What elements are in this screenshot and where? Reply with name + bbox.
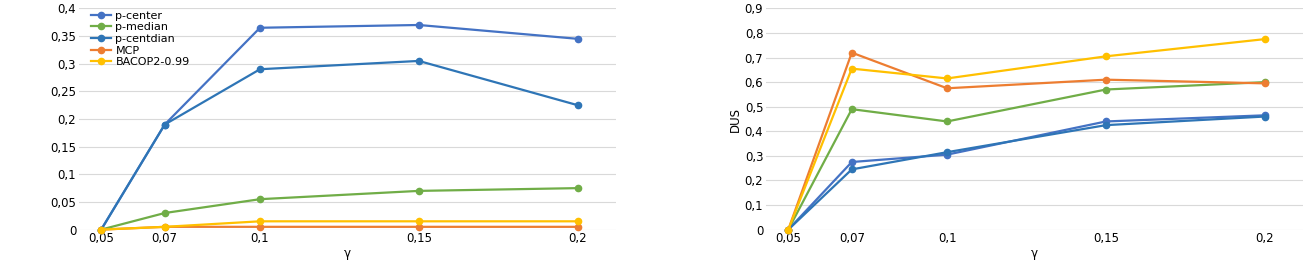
MCP <box>93 228 109 231</box>
p-median <box>1098 88 1113 91</box>
MCP <box>844 51 859 54</box>
p-median <box>940 120 955 123</box>
MCP <box>940 87 955 90</box>
Line: p-centdian: p-centdian <box>786 113 1267 233</box>
MCP <box>780 228 796 231</box>
Line: p-center: p-center <box>786 112 1267 233</box>
p-centdian <box>411 59 426 63</box>
Line: p-median: p-median <box>786 79 1267 233</box>
Line: MCP: MCP <box>99 224 580 233</box>
p-centdian <box>940 151 955 154</box>
p-centdian <box>1098 123 1113 127</box>
p-centdian <box>570 104 586 107</box>
p-median <box>844 108 859 111</box>
MCP <box>157 225 172 228</box>
p-centdian <box>844 168 859 171</box>
p-center <box>570 37 586 41</box>
Line: p-median: p-median <box>99 185 580 233</box>
p-center <box>157 123 172 126</box>
p-centdian <box>1257 115 1273 118</box>
Line: BACOP2-0.99: BACOP2-0.99 <box>99 218 580 233</box>
BACOP2-0.99 <box>780 228 796 231</box>
Line: p-center: p-center <box>99 22 580 233</box>
p-center <box>1257 114 1273 117</box>
BACOP2-0.99 <box>570 220 586 223</box>
BACOP2-0.99 <box>1257 38 1273 41</box>
BACOP2-0.99 <box>157 225 172 228</box>
Legend: p-center, p-median, p-centdian, MCP, BACOP2-0.99: p-center, p-median, p-centdian, MCP, BAC… <box>89 10 191 68</box>
BACOP2-0.99 <box>253 220 268 223</box>
p-median <box>1257 80 1273 84</box>
Line: BACOP2-0.99: BACOP2-0.99 <box>786 36 1267 233</box>
p-centdian <box>253 67 268 71</box>
MCP <box>253 225 268 228</box>
BACOP2-0.99 <box>940 77 955 80</box>
p-center <box>780 228 796 231</box>
Y-axis label: DUS: DUS <box>729 106 742 132</box>
BACOP2-0.99 <box>1098 55 1113 58</box>
p-centdian <box>93 228 109 231</box>
BACOP2-0.99 <box>411 220 426 223</box>
X-axis label: γ: γ <box>343 247 351 260</box>
p-median <box>411 189 426 193</box>
MCP <box>1098 78 1113 81</box>
p-median <box>93 228 109 231</box>
p-centdian <box>157 123 172 126</box>
BACOP2-0.99 <box>844 67 859 70</box>
p-center <box>93 228 109 231</box>
X-axis label: γ: γ <box>1030 247 1038 260</box>
p-center <box>253 26 268 29</box>
p-median <box>780 228 796 231</box>
MCP <box>1257 82 1273 85</box>
Line: MCP: MCP <box>786 50 1267 233</box>
p-centdian <box>780 228 796 231</box>
p-center <box>940 153 955 156</box>
p-median <box>570 186 586 190</box>
p-median <box>157 211 172 215</box>
MCP <box>570 225 586 228</box>
p-center <box>1098 120 1113 123</box>
Line: p-centdian: p-centdian <box>99 58 580 233</box>
BACOP2-0.99 <box>93 228 109 231</box>
p-center <box>411 23 426 27</box>
p-median <box>253 197 268 201</box>
MCP <box>411 225 426 228</box>
p-center <box>844 160 859 164</box>
